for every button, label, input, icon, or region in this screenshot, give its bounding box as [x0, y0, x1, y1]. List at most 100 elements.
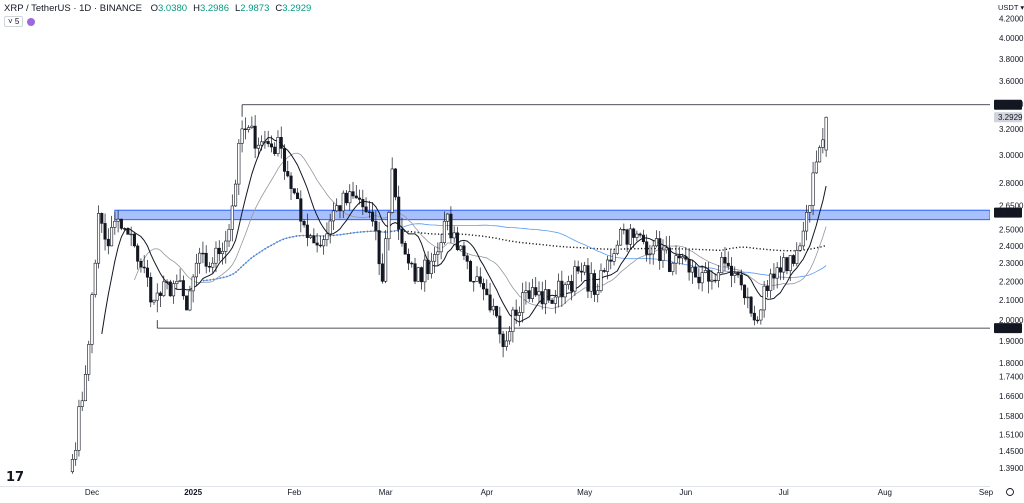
candle[interactable] [207, 262, 211, 273]
candle[interactable] [269, 135, 273, 153]
candle[interactable] [83, 365, 88, 402]
candle[interactable] [211, 257, 215, 274]
candle[interactable] [726, 251, 730, 270]
candle[interactable] [645, 234, 649, 262]
candle[interactable] [586, 258, 590, 299]
candle[interactable] [579, 262, 583, 282]
candle[interactable] [116, 210, 120, 233]
candle[interactable] [511, 306, 515, 343]
candle[interactable] [472, 280, 476, 292]
candle[interactable] [364, 197, 368, 214]
candle[interactable] [671, 261, 675, 276]
candle[interactable] [351, 181, 355, 199]
candle[interactable] [543, 279, 548, 315]
candle[interactable] [132, 231, 136, 248]
candle[interactable] [335, 198, 339, 213]
candle[interactable] [498, 306, 502, 344]
candle[interactable] [452, 226, 456, 243]
candle[interactable] [527, 282, 531, 303]
candle[interactable] [168, 279, 172, 297]
candle[interactable] [563, 282, 567, 304]
candle[interactable] [126, 228, 130, 235]
candle[interactable] [690, 260, 694, 284]
candle[interactable] [625, 228, 629, 253]
candle[interactable] [70, 453, 74, 474]
candle[interactable] [325, 222, 329, 247]
candle[interactable] [142, 255, 146, 274]
candle[interactable] [658, 231, 662, 270]
candle[interactable] [318, 236, 322, 248]
candle[interactable] [508, 326, 512, 345]
candle[interactable] [384, 230, 388, 284]
candle[interactable] [250, 116, 254, 129]
candle[interactable] [566, 275, 570, 290]
candle[interactable] [785, 256, 789, 275]
candle[interactable] [240, 120, 244, 153]
candle[interactable] [185, 295, 189, 311]
candle[interactable] [442, 211, 446, 245]
tradingview-logo[interactable]: 17 [6, 470, 25, 485]
candle[interactable] [504, 331, 508, 351]
candle[interactable] [716, 265, 720, 288]
candle[interactable] [694, 263, 698, 278]
candle[interactable] [433, 247, 437, 274]
candle[interactable] [537, 281, 541, 304]
candle[interactable] [165, 279, 169, 290]
candle[interactable] [641, 229, 645, 245]
candle[interactable] [485, 279, 489, 296]
price-axis-bg[interactable] [990, 0, 1024, 498]
candle[interactable] [188, 285, 192, 312]
candle[interactable] [247, 125, 251, 133]
candle[interactable] [524, 281, 528, 305]
candle[interactable] [602, 267, 606, 273]
candle[interactable] [583, 261, 587, 276]
candle[interactable] [152, 299, 156, 305]
candle[interactable] [406, 248, 411, 271]
candle[interactable] [609, 249, 613, 270]
candle[interactable] [77, 399, 81, 457]
candle[interactable] [782, 252, 786, 280]
candle[interactable] [289, 172, 293, 201]
candle[interactable] [282, 144, 287, 180]
candle[interactable] [136, 243, 140, 270]
candle[interactable] [710, 269, 714, 290]
candle[interactable] [145, 259, 150, 287]
candle[interactable] [811, 161, 815, 216]
candle[interactable] [305, 213, 309, 247]
candle[interactable] [592, 269, 597, 302]
candle[interactable] [256, 137, 260, 158]
candle[interactable] [501, 331, 505, 358]
candle[interactable] [824, 116, 828, 157]
candle[interactable] [739, 269, 743, 291]
candle[interactable] [260, 135, 264, 151]
candle[interactable] [204, 245, 208, 274]
candle[interactable] [684, 247, 688, 262]
candle[interactable] [374, 210, 378, 241]
candle[interactable] [553, 289, 557, 314]
candle[interactable] [436, 242, 440, 267]
candle[interactable] [752, 305, 756, 326]
candle[interactable] [103, 213, 107, 251]
candle[interactable] [488, 282, 492, 313]
candle[interactable] [648, 244, 652, 265]
candle[interactable] [243, 117, 247, 140]
candle[interactable] [729, 257, 734, 288]
candle[interactable] [632, 227, 636, 248]
candle[interactable] [638, 232, 642, 238]
candle[interactable] [465, 253, 469, 270]
candle[interactable] [129, 226, 133, 247]
candle[interactable] [599, 263, 603, 293]
candle[interactable] [481, 278, 486, 301]
candle[interactable] [798, 242, 802, 253]
candle[interactable] [814, 150, 818, 174]
candle[interactable] [805, 204, 809, 241]
candle[interactable] [808, 205, 812, 223]
candle[interactable] [615, 240, 619, 256]
candle[interactable] [191, 274, 195, 303]
candle[interactable] [723, 246, 727, 272]
candle[interactable] [354, 185, 358, 199]
candle[interactable] [478, 267, 482, 288]
candle[interactable] [80, 391, 84, 412]
candle[interactable] [220, 242, 225, 265]
